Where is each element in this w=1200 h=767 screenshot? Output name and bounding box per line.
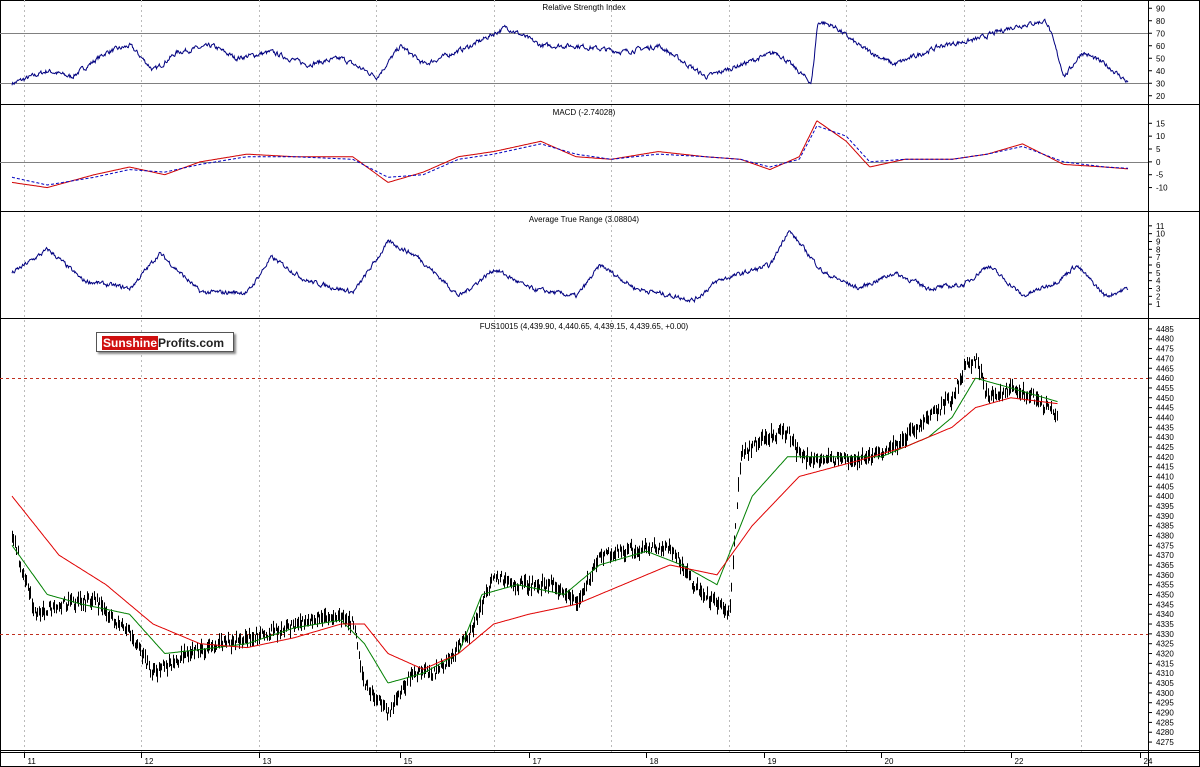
y-tick-label: 80 — [1156, 17, 1165, 26]
y-tick-label: 4480 — [1156, 335, 1174, 344]
panel-1: MACD (-2.74028) 15 10 5 0 -5 -10 — [0, 108, 1200, 212]
y-tick-label: 8 — [1156, 245, 1161, 254]
series-macd — [11, 120, 1129, 189]
y-tick-label: 40 — [1156, 67, 1165, 76]
y-tick-label: 4330 — [1156, 630, 1174, 639]
y-tick-label: 4470 — [1156, 354, 1174, 363]
y-tick-label: 4395 — [1156, 502, 1174, 511]
panel-title: Average True Range (3.08804) — [529, 215, 639, 224]
y-tick-label: 5 — [1156, 145, 1161, 154]
x-tick-label: 18 — [650, 757, 659, 766]
x-tick-label: 22 — [1015, 757, 1024, 766]
y-tick-label: 4290 — [1156, 709, 1174, 718]
y-tick-label: 4350 — [1156, 591, 1174, 600]
y-tick-label: 1 — [1156, 300, 1161, 309]
y-tick-label: 4280 — [1156, 728, 1174, 737]
y-tick-label: 4310 — [1156, 669, 1174, 678]
series-short-ma — [11, 377, 1058, 684]
panel-3: FUS10015 (4,439.90, 4,440.65, 4,439.15, … — [0, 322, 1200, 751]
x-tick-label: 17 — [533, 757, 542, 766]
series-rsi — [11, 18, 1129, 86]
y-tick-label: -5 — [1156, 171, 1164, 180]
x-tick-label: 15 — [404, 757, 413, 766]
x-tick-label: 13 — [263, 757, 272, 766]
y-tick-label: 4430 — [1156, 433, 1174, 442]
y-tick-label: 4320 — [1156, 650, 1174, 659]
logo-profits-text: Profits.com — [158, 336, 225, 350]
y-tick-label: 15 — [1156, 119, 1165, 128]
y-tick-label: 4420 — [1156, 453, 1174, 462]
y-tick-label: 60 — [1156, 42, 1165, 51]
y-tick-label: 4365 — [1156, 561, 1174, 570]
x-tick-label: 19 — [768, 757, 777, 766]
series-atr — [11, 230, 1129, 304]
y-tick-label: 4325 — [1156, 640, 1174, 649]
y-tick-label: 50 — [1156, 54, 1165, 63]
y-tick-label: 0 — [1156, 158, 1161, 167]
y-tick-label: 4390 — [1156, 512, 1174, 521]
logo-sunshine-text: Sunshine — [102, 336, 159, 350]
panel-2: Average True Range (3.08804) 111098765432… — [0, 215, 1200, 319]
y-tick-label: 10 — [1156, 230, 1165, 239]
y-tick-label: 4335 — [1156, 620, 1174, 629]
y-tick-label: 4375 — [1156, 541, 1174, 550]
y-tick-label: 4345 — [1156, 600, 1174, 609]
y-tick-label: 4435 — [1156, 423, 1174, 432]
series-signal — [11, 125, 1129, 186]
panel-0: Relative Strength Index 90 80 70 60 50 40 30 20 — [0, 3, 1200, 105]
y-tick-label: 4450 — [1156, 394, 1174, 403]
y-tick-label: 20 — [1156, 92, 1165, 101]
y-tick-label: 30 — [1156, 79, 1165, 88]
x-tick-label: 20 — [885, 757, 894, 766]
panel-title: MACD (-2.74028) — [553, 108, 616, 117]
y-tick-label: 4465 — [1156, 364, 1174, 373]
y-tick-label: 7 — [1156, 253, 1161, 262]
y-tick-label: 9 — [1156, 238, 1161, 247]
panel-title: Relative Strength Index — [542, 3, 625, 12]
y-tick-label: 4400 — [1156, 492, 1174, 501]
y-tick-label: 90 — [1156, 4, 1165, 13]
y-tick-label: 4 — [1156, 277, 1161, 286]
x-tick-label: 24 — [1144, 757, 1153, 766]
y-tick-label: 4445 — [1156, 404, 1174, 413]
y-tick-label: 4440 — [1156, 413, 1174, 422]
y-tick-label: 6 — [1156, 261, 1161, 270]
y-tick-label: 4425 — [1156, 443, 1174, 452]
y-tick-label: 4355 — [1156, 581, 1174, 590]
y-tick-label: 4295 — [1156, 699, 1174, 708]
x-tick-label: 12 — [145, 757, 154, 766]
y-tick-label: 2 — [1156, 292, 1161, 301]
y-tick-label: 70 — [1156, 29, 1165, 38]
series-long-ma — [11, 397, 1058, 670]
y-tick-label: 4275 — [1156, 738, 1174, 747]
y-tick-label: 10 — [1156, 132, 1165, 141]
y-tick-label: 4370 — [1156, 551, 1174, 560]
y-tick-label: -10 — [1156, 184, 1168, 193]
y-tick-label: 4410 — [1156, 472, 1174, 481]
y-tick-label: 4315 — [1156, 659, 1174, 668]
y-tick-label: 4305 — [1156, 679, 1174, 688]
y-tick-label: 4415 — [1156, 463, 1174, 472]
panel-title: FUS10015 (4,439.90, 4,440.65, 4,439.15, … — [480, 322, 689, 331]
sunshine-profits-logo: SunshineProfits.com — [96, 332, 234, 352]
y-tick-label: 4380 — [1156, 531, 1174, 540]
y-tick-label: 4405 — [1156, 482, 1174, 491]
y-tick-label: 5 — [1156, 269, 1161, 278]
y-tick-label: 4385 — [1156, 522, 1174, 531]
x-tick-label: 11 — [28, 757, 37, 766]
y-tick-label: 11 — [1156, 222, 1165, 231]
y-tick-label: 3 — [1156, 285, 1161, 294]
y-tick-label: 4455 — [1156, 384, 1174, 393]
y-tick-label: 4300 — [1156, 689, 1174, 698]
y-tick-label: 4340 — [1156, 610, 1174, 619]
y-tick-label: 4485 — [1156, 325, 1174, 334]
y-tick-label: 4285 — [1156, 718, 1174, 727]
y-tick-label: 4475 — [1156, 345, 1174, 354]
y-tick-label: 4460 — [1156, 374, 1174, 383]
y-tick-label: 4360 — [1156, 571, 1174, 580]
